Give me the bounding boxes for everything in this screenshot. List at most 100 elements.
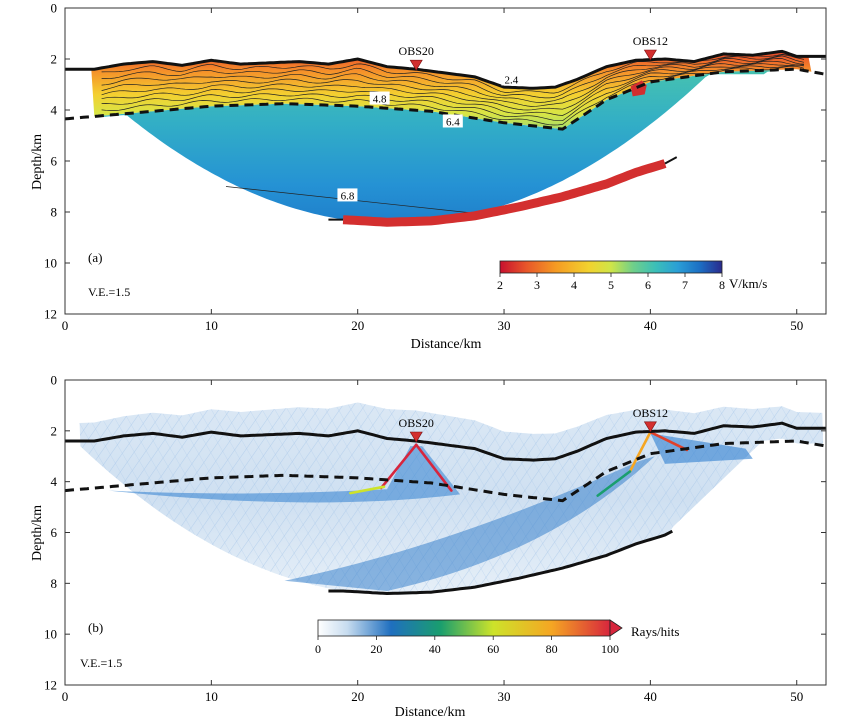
velocity-contour bbox=[101, 60, 805, 111]
colorbar-tick-label: 80 bbox=[546, 642, 558, 656]
x-tick-label: 0 bbox=[62, 318, 69, 333]
axes: 0 10 20 30 40 50 0 2 4 6 8 10 12 bbox=[44, 373, 826, 704]
basement-interface bbox=[65, 67, 826, 131]
vertical-exaggeration-label: V.E.=1.5 bbox=[80, 656, 122, 670]
colorbar-label: Rays/hits bbox=[631, 624, 679, 639]
seafloor-line bbox=[65, 421, 826, 462]
ray-fan-upper bbox=[108, 446, 461, 503]
y-tick-label: 12 bbox=[44, 678, 57, 693]
colorbar-label: V/km/s bbox=[729, 276, 767, 291]
velocity-contour bbox=[101, 54, 805, 99]
contour-label-box bbox=[369, 91, 390, 105]
velocity-contour bbox=[101, 64, 805, 122]
y-tick-label: 2 bbox=[51, 423, 58, 438]
ray-hit-hotspots bbox=[349, 430, 689, 497]
contour-label: 6.4 bbox=[446, 116, 460, 128]
ray-hit-hotspot bbox=[628, 430, 652, 473]
ray-hits-colorbar: 0 20 40 60 80 100 Rays/hits bbox=[315, 619, 679, 656]
vertical-exaggeration-label: V.E.=1.5 bbox=[88, 285, 130, 299]
station-label: OBS12 bbox=[633, 34, 668, 48]
colorbar-gradient bbox=[317, 619, 611, 637]
x-tick-label: 10 bbox=[205, 318, 218, 333]
x-axis-label: Distance/km bbox=[395, 705, 466, 720]
colorbar-tick-label: 40 bbox=[429, 642, 441, 656]
axes: 0 10 20 30 40 50 0 2 4 6 8 10 12 bbox=[44, 1, 826, 333]
station-marker bbox=[409, 59, 423, 71]
crust-velocity-region bbox=[97, 70, 775, 224]
y-tick-label: 8 bbox=[51, 205, 58, 220]
contour-label-box bbox=[501, 72, 522, 86]
y-tick-label: 10 bbox=[44, 256, 57, 271]
contour-label-box bbox=[442, 114, 463, 128]
stations: OBS20 OBS12 bbox=[399, 406, 668, 443]
contour-label-box bbox=[337, 188, 358, 202]
colorbar-tick-label: 5 bbox=[608, 278, 614, 292]
contour-label: 2.4 bbox=[504, 74, 518, 86]
basement-interface bbox=[65, 439, 826, 503]
ray-hit-hotspot bbox=[596, 470, 632, 497]
contour-label: 4.8 bbox=[373, 94, 387, 106]
y-tick-label: 0 bbox=[51, 373, 58, 388]
y-tick-label: 12 bbox=[44, 307, 57, 322]
x-tick-label: 30 bbox=[498, 689, 511, 704]
y-axis-label: Depth/km bbox=[30, 505, 45, 561]
y-tick-label: 6 bbox=[51, 154, 58, 169]
y-tick-label: 0 bbox=[51, 1, 58, 16]
colorbar-arrow bbox=[609, 619, 623, 637]
ray-hit-hotspot bbox=[649, 430, 689, 452]
seafloor-line bbox=[65, 49, 826, 90]
colorbar-tick-label: 100 bbox=[601, 642, 619, 656]
x-tick-label: 20 bbox=[351, 318, 364, 333]
colorbar-tick-label: 0 bbox=[315, 642, 321, 656]
x-axis-label: Distance/km bbox=[411, 337, 482, 352]
x-tick-label: 40 bbox=[644, 689, 657, 704]
velocity-contour bbox=[101, 63, 805, 116]
colorbar-tick-label: 7 bbox=[682, 278, 688, 292]
contour-labels: 2.4 4.8 6.4 6.8 bbox=[337, 72, 522, 202]
station-label: OBS20 bbox=[399, 44, 434, 58]
panel-label: (b) bbox=[88, 620, 103, 635]
y-tick-label: 4 bbox=[51, 103, 58, 118]
station-label: OBS20 bbox=[399, 416, 434, 430]
velocity-contour bbox=[101, 58, 805, 107]
y-tick-label: 10 bbox=[44, 627, 57, 642]
velocity-contour bbox=[101, 65, 805, 126]
station-label: OBS12 bbox=[633, 406, 668, 420]
velocity-contour bbox=[101, 55, 805, 103]
panel-a: 2.4 4.8 6.4 6.8 OBS20 OBS12 0 10 20 30 40 50 0 2 4 6 8… bbox=[30, 1, 827, 352]
station-marker bbox=[409, 431, 423, 443]
y-tick-label: 6 bbox=[51, 525, 58, 540]
colorbar-gradient bbox=[499, 260, 723, 274]
ray-fan-lower bbox=[284, 456, 655, 591]
x-tick-label: 50 bbox=[790, 318, 803, 333]
colorbar-tick-label: 3 bbox=[534, 278, 540, 292]
colorbar-tick-label: 8 bbox=[719, 278, 725, 292]
colorbar-tick-label: 6 bbox=[645, 278, 651, 292]
y-tick-label: 4 bbox=[51, 474, 58, 489]
colorbar-tick-label: 2 bbox=[497, 278, 503, 292]
x-tick-label: 40 bbox=[644, 318, 657, 333]
x-tick-label: 10 bbox=[205, 689, 218, 704]
y-axis-label: Depth/km bbox=[30, 134, 45, 190]
ray-fan-right bbox=[650, 433, 753, 464]
moho-reflector bbox=[328, 529, 674, 596]
colorbar-tick-label: 20 bbox=[370, 642, 382, 656]
y-tick-label: 2 bbox=[51, 52, 58, 67]
x-tick-label: 20 bbox=[351, 689, 364, 704]
contour-label: 6.8 bbox=[341, 190, 355, 202]
x-tick-label: 50 bbox=[790, 689, 803, 704]
moho-reflector bbox=[342, 159, 667, 227]
moho-reflector-edge bbox=[328, 156, 678, 221]
colorbar-tick-label: 4 bbox=[571, 278, 577, 292]
velocity-colorbar: 2 3 4 5 6 7 8 V/km/s bbox=[497, 260, 767, 292]
x-tick-label: 30 bbox=[498, 318, 511, 333]
panel-label: (a) bbox=[88, 250, 102, 265]
colorbar-tick-label: 60 bbox=[487, 642, 499, 656]
y-tick-label: 8 bbox=[51, 576, 58, 591]
ray-coverage-texture-2 bbox=[79, 402, 824, 595]
ray-hit-hotspot bbox=[414, 443, 453, 492]
station-marker bbox=[643, 421, 657, 433]
stations: OBS20 OBS12 bbox=[399, 34, 668, 71]
ray-hit-hotspot bbox=[349, 485, 386, 495]
station-marker bbox=[643, 49, 657, 61]
